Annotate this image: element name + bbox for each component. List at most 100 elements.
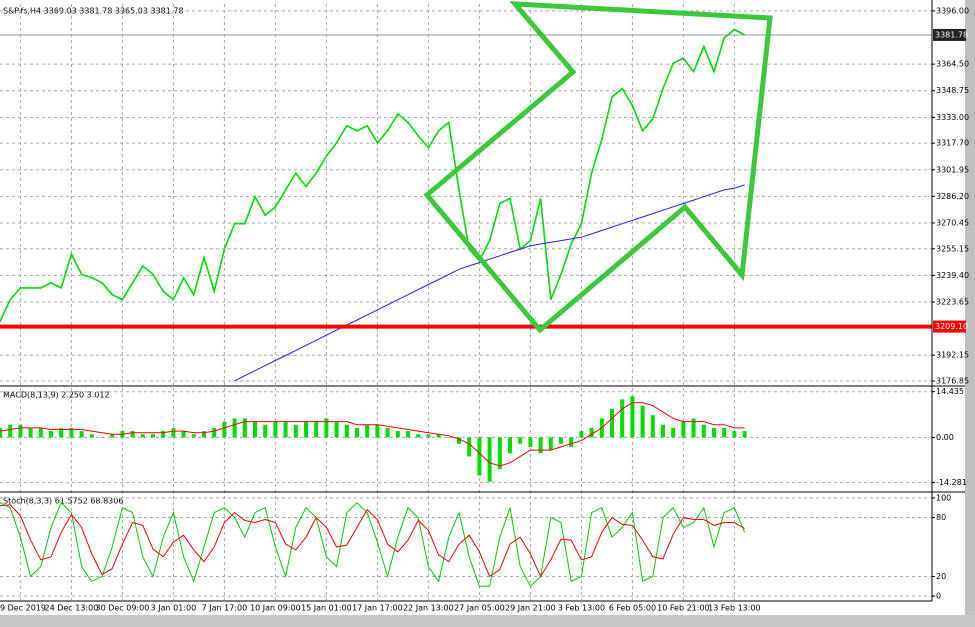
y-tick-label: 3333.00 [936, 113, 969, 122]
bar [140, 434, 145, 438]
bar [365, 424, 370, 438]
y-tick-label: 80 [936, 513, 946, 522]
x-tick-label: 15 Jan 01:00 [301, 604, 352, 613]
y-tick-label: 0.00 [936, 433, 954, 442]
x-tick-label: 29 Jan 21:00 [505, 604, 556, 613]
window-edge [0, 615, 975, 627]
series-line [234, 184, 745, 382]
bar [314, 421, 319, 438]
bar [232, 418, 237, 438]
price-label-box [933, 320, 966, 333]
bar [487, 437, 492, 482]
y-tick-label: 3270.45 [936, 218, 969, 227]
x-tick-label: 19 Dec 2019 [0, 604, 46, 613]
bar [28, 427, 33, 438]
panel-title: MACD(8,13,9) 2.250 3.012 [3, 391, 110, 400]
bar [477, 437, 482, 476]
panel-title: S&P.fs,H4 3369.03 3381.78 3365.03 3381.7… [3, 7, 184, 16]
bar [395, 431, 400, 438]
bar [548, 437, 553, 451]
bar [681, 421, 686, 438]
panel-title: Stoch(8,3,3) 61.5752 68.8306 [3, 497, 123, 506]
series-line [0, 28, 745, 323]
bar [712, 427, 716, 438]
x-tick-label: 10 Jan 09:00 [250, 604, 301, 613]
x-tick-label: 22 Jan 13:00 [403, 604, 454, 613]
y-tick-label: 0 [936, 592, 941, 601]
price-label: 3209.10 [935, 322, 968, 331]
bar [304, 421, 308, 438]
series-line [0, 504, 745, 578]
bar [324, 418, 329, 438]
chart-background [0, 0, 965, 615]
bar [191, 434, 196, 438]
bar [161, 431, 166, 438]
bar [671, 427, 676, 438]
bar [110, 434, 115, 438]
bar [38, 427, 43, 438]
series-line [0, 501, 746, 588]
bar [701, 424, 706, 438]
y-tick-label: 3223.65 [936, 298, 969, 307]
bar [344, 424, 349, 438]
y-tick-label: 3176.85 [936, 377, 969, 386]
bar [79, 431, 84, 438]
y-tick-label: 3317.70 [936, 139, 969, 148]
price-label-box [933, 28, 966, 41]
bar [446, 437, 451, 438]
x-tick-label: 3 Feb 13:00 [558, 604, 605, 613]
bar [426, 434, 431, 438]
bar [620, 399, 625, 438]
y-tick-label: 3348.75 [936, 86, 969, 95]
x-tick-label: 24 Dec 13:00 [44, 604, 98, 613]
bar [283, 421, 288, 438]
bar [416, 434, 421, 438]
bar [579, 431, 584, 438]
bar [436, 434, 441, 438]
x-tick-label: 27 Jan 05:00 [454, 604, 505, 613]
y-tick-label: 3364.50 [936, 60, 969, 69]
bar [0, 427, 2, 438]
bar [640, 405, 645, 438]
x-tick-label: 30 Dec 09:00 [95, 604, 149, 613]
bar [59, 427, 64, 438]
y-tick-label: 3396.00 [936, 6, 969, 15]
bar [273, 421, 278, 438]
bar [18, 424, 23, 438]
y-tick-label: 3239.40 [936, 271, 969, 280]
bar [49, 431, 53, 438]
y-tick-label: 3192.15 [936, 351, 969, 360]
y-tick-label: 3255.15 [936, 244, 969, 253]
bar [691, 418, 696, 438]
y-tick-label: 100 [936, 493, 951, 502]
bar [293, 424, 298, 438]
window-edge [965, 0, 975, 627]
bar [508, 437, 512, 454]
bar [222, 421, 227, 438]
price-label: 3381.78 [935, 30, 968, 39]
y-tick-label: 20 [936, 572, 946, 581]
bar [457, 437, 461, 444]
bar [497, 437, 502, 470]
bar [171, 427, 176, 438]
drawn-shape [423, 1, 773, 334]
bar [334, 421, 339, 438]
x-tick-label: 3 Jan 01:00 [151, 604, 197, 613]
bar [528, 437, 533, 447]
bar [538, 437, 543, 454]
bar [518, 437, 523, 444]
bar [202, 431, 206, 438]
bar [355, 427, 359, 438]
bar [589, 427, 594, 438]
bar [732, 431, 737, 438]
bar [742, 431, 747, 438]
bar [263, 424, 268, 438]
series-line [0, 402, 745, 467]
bar [8, 424, 13, 438]
bar [89, 434, 94, 438]
x-tick-label: 13 Feb 13:00 [708, 604, 760, 613]
bar [181, 431, 186, 438]
bar [130, 431, 135, 438]
